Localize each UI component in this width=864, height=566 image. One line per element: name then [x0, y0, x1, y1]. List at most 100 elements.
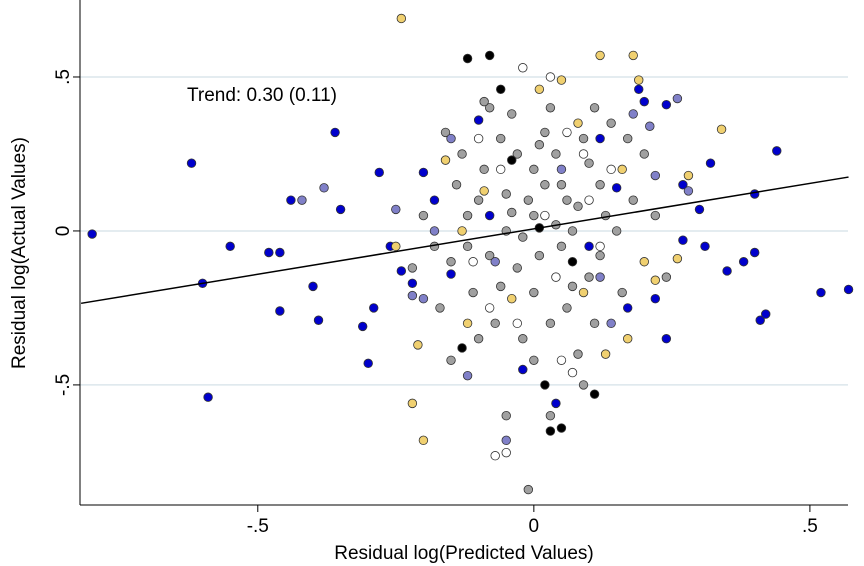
point — [639, 96, 649, 107]
point — [567, 226, 578, 236]
point — [578, 287, 589, 298]
point — [418, 435, 429, 446]
point — [484, 103, 495, 113]
point — [606, 318, 616, 329]
point — [479, 186, 489, 196]
point — [661, 272, 672, 282]
point — [843, 284, 854, 295]
point — [462, 53, 473, 64]
point — [512, 149, 522, 159]
point — [507, 109, 517, 119]
point — [264, 247, 274, 258]
point — [578, 149, 589, 159]
point — [556, 75, 567, 85]
point — [529, 210, 539, 221]
point — [628, 195, 638, 205]
point — [501, 447, 511, 458]
point — [595, 50, 605, 61]
point — [507, 207, 517, 218]
point — [545, 103, 556, 113]
point — [534, 140, 545, 150]
point — [225, 241, 235, 252]
point — [473, 115, 484, 125]
point — [606, 164, 616, 175]
point — [634, 84, 644, 94]
point — [501, 189, 511, 199]
point — [661, 99, 672, 110]
point — [551, 149, 561, 159]
point — [545, 411, 556, 421]
point — [496, 84, 506, 94]
point — [567, 257, 578, 267]
point — [374, 167, 384, 178]
point — [396, 13, 407, 24]
point — [556, 180, 567, 190]
point — [518, 364, 528, 375]
point — [446, 133, 456, 144]
point — [562, 127, 572, 138]
point — [319, 183, 329, 193]
point — [683, 186, 694, 196]
point — [540, 210, 550, 221]
point — [335, 204, 346, 215]
point — [611, 183, 622, 193]
point — [529, 164, 539, 175]
point — [589, 389, 600, 399]
point — [556, 241, 567, 252]
point — [551, 272, 561, 282]
point — [518, 232, 528, 242]
point — [749, 189, 760, 199]
point — [468, 287, 478, 298]
point — [716, 124, 727, 135]
point — [628, 50, 638, 61]
point — [540, 127, 550, 138]
trend-line — [80, 176, 849, 305]
point — [567, 367, 578, 378]
point — [446, 257, 456, 267]
point — [275, 247, 285, 258]
x-axis-title: Residual log(Predicted Values) — [334, 543, 593, 564]
y-tick-label: 0 — [53, 226, 74, 237]
point — [462, 210, 473, 221]
point — [595, 133, 605, 144]
point — [286, 195, 296, 205]
point — [661, 334, 672, 344]
point — [534, 250, 545, 261]
point — [584, 272, 594, 282]
point — [573, 201, 583, 212]
point — [617, 287, 627, 298]
point — [650, 170, 661, 181]
point — [468, 257, 478, 267]
point — [462, 241, 473, 252]
point — [639, 149, 649, 159]
point — [573, 118, 583, 128]
point — [413, 340, 423, 350]
point — [435, 303, 445, 313]
point — [512, 263, 522, 273]
point — [396, 266, 407, 276]
point — [816, 287, 826, 298]
point — [363, 358, 373, 369]
point — [473, 334, 484, 344]
point — [672, 93, 683, 104]
point — [529, 287, 539, 298]
point — [484, 303, 495, 313]
point — [313, 315, 324, 325]
point — [330, 127, 340, 138]
x-tick-label: 0 — [529, 516, 540, 537]
point — [429, 226, 440, 236]
point — [683, 170, 694, 181]
point — [484, 50, 495, 61]
point — [650, 275, 661, 285]
point — [578, 380, 589, 390]
point — [523, 484, 534, 495]
point — [595, 250, 605, 261]
point — [407, 398, 418, 409]
point — [545, 426, 556, 436]
point — [446, 269, 456, 279]
point — [738, 257, 749, 267]
point — [186, 158, 197, 168]
y-tick-label: -.5 — [53, 374, 74, 396]
point — [623, 303, 633, 313]
